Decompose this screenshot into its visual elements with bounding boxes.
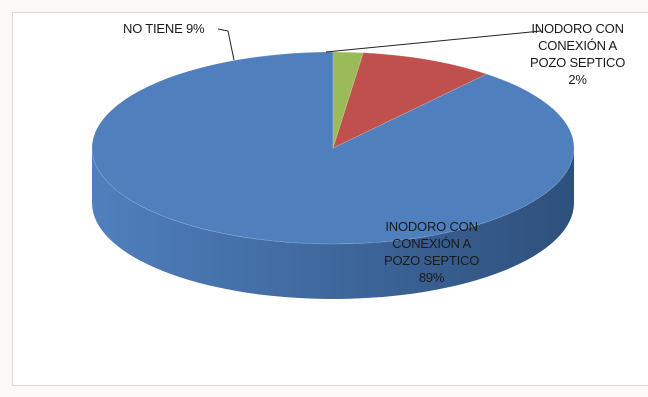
data-label-line: 2% bbox=[568, 72, 587, 87]
pie-slice bbox=[332, 51, 364, 149]
pie-slice bbox=[332, 52, 488, 149]
leader-line bbox=[217, 28, 235, 61]
data-label-line: POZO SEPTICO bbox=[530, 55, 626, 70]
data-label-line: INODORO CON bbox=[385, 219, 478, 234]
pie-slice-side bbox=[92, 148, 574, 299]
data-label-line: POZO SEPTICO bbox=[384, 253, 480, 268]
data-label-line: CONEXIÓN A bbox=[538, 38, 618, 53]
leader-lines bbox=[217, 28, 542, 61]
data-label-inodoro-89: INODORO CON CONEXIÓN A POZO SEPTICO 89% bbox=[384, 218, 479, 286]
data-label-line: CONEXIÓN A bbox=[392, 236, 472, 251]
data-label-inodoro-2: INODORO CON CONEXIÓN A POZO SEPTICO 2% bbox=[530, 20, 625, 88]
leader-line bbox=[325, 30, 542, 53]
pie-sides bbox=[92, 148, 574, 299]
data-label-line: INODORO CON bbox=[531, 21, 624, 36]
data-label-no-tiene: NO TIENE 9% bbox=[123, 20, 205, 37]
data-label-line: NO TIENE 9% bbox=[123, 21, 205, 36]
pie-tops bbox=[91, 51, 575, 245]
pie-slice bbox=[91, 51, 575, 245]
data-label-line: 89% bbox=[418, 270, 445, 285]
